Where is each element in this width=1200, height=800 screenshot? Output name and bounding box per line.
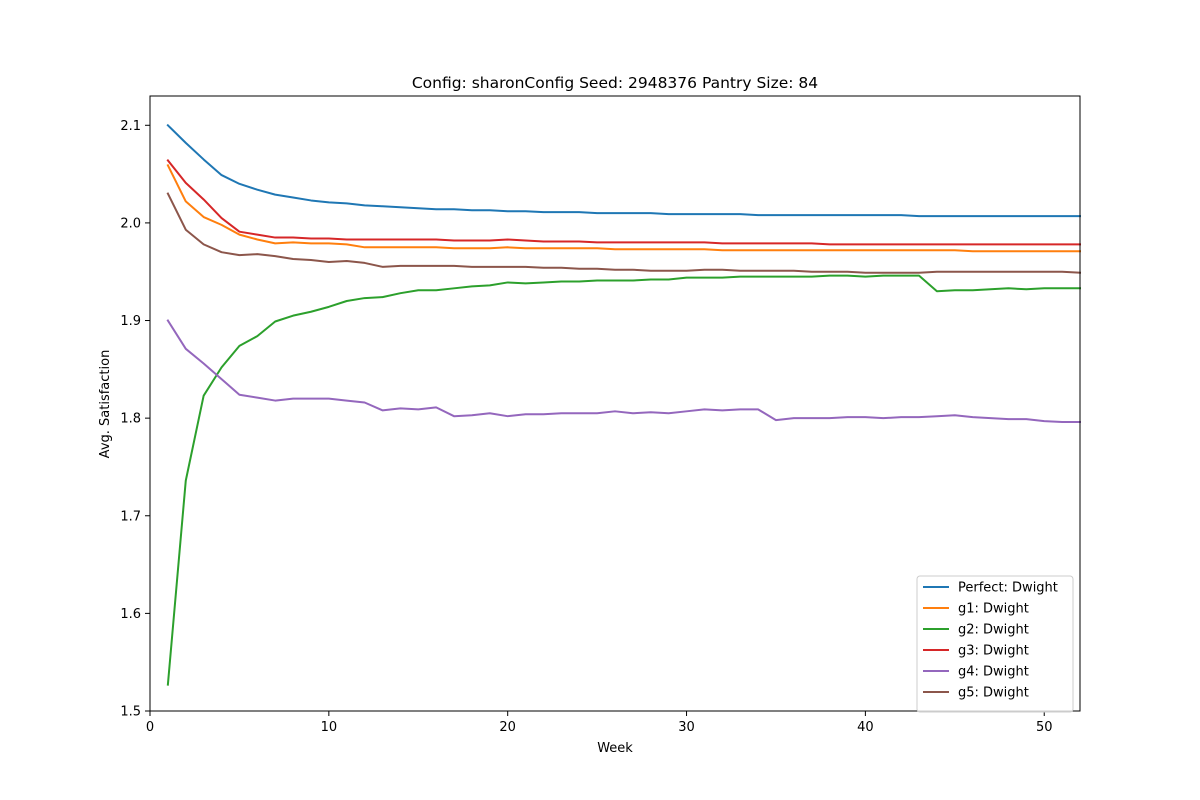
y-axis-label: Avg. Satisfaction — [98, 350, 113, 459]
x-axis: 0 10 20 30 40 50 — [146, 711, 1053, 735]
x-tick-label: 10 — [321, 720, 338, 735]
plot-frame — [149, 95, 1081, 712]
y-tick-label: 1.8 — [120, 412, 141, 427]
y-axis: 1.5 1.6 1.7 1.8 1.9 2.0 2.1 — [120, 119, 150, 720]
y-tick-label: 1.9 — [120, 314, 141, 329]
series-line-3 — [166, 274, 1081, 686]
chart-title: Config: sharonConfig Seed: 2948376 Pantr… — [412, 74, 818, 92]
legend: Perfect: Dwight g1: Dwight g2: Dwight g3: D… — [916, 575, 1074, 713]
y-tick-label: 2.1 — [120, 119, 141, 134]
plot-area — [166, 123, 1082, 686]
series-line-4 — [166, 159, 1081, 246]
y-tick-label: 2.0 — [120, 216, 141, 231]
legend-entry: g5: Dwight — [958, 686, 1029, 701]
legend-entry: g1: Dwight — [958, 602, 1029, 617]
legend-entry: g3: Dwight — [958, 644, 1029, 659]
x-tick-label: 50 — [1036, 720, 1053, 735]
series-line-1 — [166, 123, 1081, 218]
series-line-5 — [166, 319, 1081, 424]
x-tick-label: 40 — [857, 720, 874, 735]
x-tick-label: 30 — [678, 720, 695, 735]
series-line-6 — [166, 192, 1082, 274]
x-tick-label: 20 — [499, 720, 516, 735]
y-tick-label: 1.5 — [120, 705, 141, 720]
y-tick-label: 1.7 — [120, 509, 141, 524]
legend-entry: Perfect: Dwight — [958, 581, 1058, 596]
legend-box — [916, 575, 1074, 713]
x-tick-label: 0 — [146, 720, 154, 735]
legend-entry: g4: Dwight — [958, 665, 1029, 680]
y-tick-label: 1.6 — [120, 607, 141, 622]
legend-entry: g2: Dwight — [958, 623, 1029, 638]
series-line-2 — [166, 163, 1081, 253]
x-axis-label: Week — [597, 741, 633, 756]
